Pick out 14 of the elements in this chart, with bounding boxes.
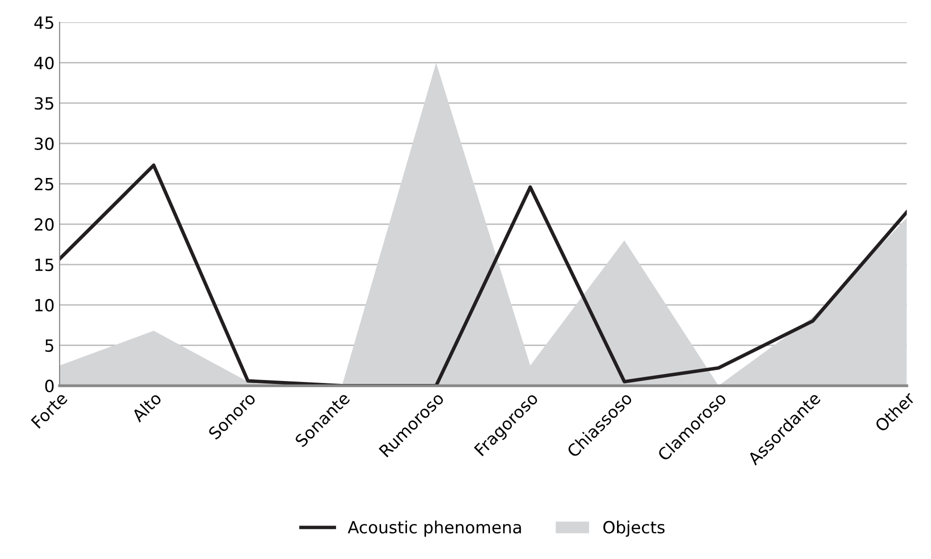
x-tick-label: Alto [130,391,162,423]
y-tick-label: 30 [34,137,54,150]
y-tick-label: 10 [35,298,54,312]
legend-label: Objects [603,520,665,537]
y-tick-label: 15 [35,258,54,272]
y-tick-label: 45 [34,16,54,29]
y-tick-label: 20 [34,218,54,231]
y-tick-label: 35 [34,97,54,110]
line-series [60,164,907,386]
y-tick-label: 5 [45,340,54,352]
y-tick-label: 0 [45,380,54,392]
y-tick-label: 40 [34,56,54,70]
legend-label: Acoustic phenomena [348,520,521,537]
y-tick-label: 25 [34,178,54,190]
